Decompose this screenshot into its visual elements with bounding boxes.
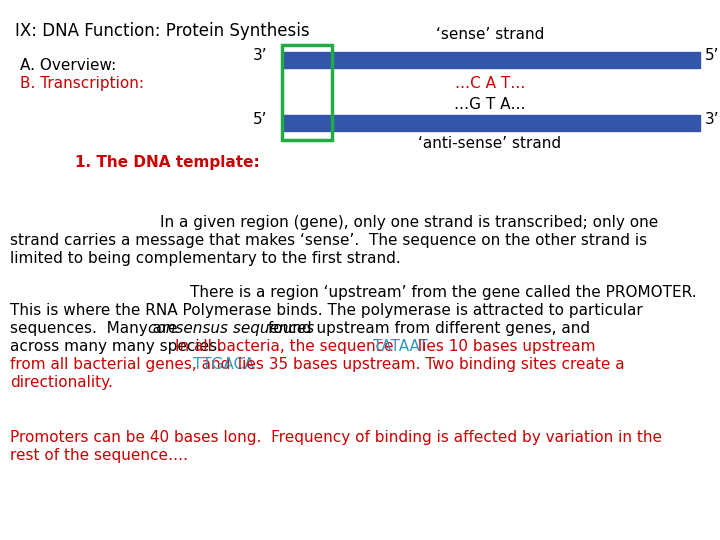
Text: consensus sequences: consensus sequences [148,321,314,336]
Text: across many many species.: across many many species. [10,339,232,354]
Text: ‘sense’ strand: ‘sense’ strand [436,27,544,42]
Text: …C A T…: …C A T… [455,76,525,91]
Bar [282,52,700,68]
Text: lies 35 bases upstream. Two binding sites create a: lies 35 bases upstream. Two binding site… [233,357,625,372]
Text: In a given region (gene), only one strand is transcribed; only one: In a given region (gene), only one stran… [160,215,658,230]
Text: 5’: 5’ [253,112,267,127]
Text: TTGACA: TTGACA [193,357,254,372]
Text: In all bacteria, the sequence: In all bacteria, the sequence [175,339,398,354]
Text: …G T A…: …G T A… [454,97,526,111]
Text: 3’: 3’ [253,48,267,63]
Text: Promoters can be 40 bases long.  Frequency of binding is affected by variation i: Promoters can be 40 bases long. Frequenc… [10,430,662,445]
Text: from all bacterial genes, and: from all bacterial genes, and [10,357,235,372]
Text: sequences.  Many are: sequences. Many are [10,321,182,336]
Text: rest of the sequence….: rest of the sequence…. [10,448,188,463]
Text: A. Overview:: A. Overview: [20,58,116,73]
Text: directionality.: directionality. [10,375,113,390]
Text: This is where the RNA Polymerase binds. The polymerase is attracted to particula: This is where the RNA Polymerase binds. … [10,303,643,318]
Text: 5’: 5’ [705,48,719,63]
Text: TATAAT: TATAAT [373,339,428,354]
Text: 3’: 3’ [705,112,719,127]
Bar [282,45,332,140]
Text: ‘anti-sense’ strand: ‘anti-sense’ strand [418,136,562,151]
Text: strand carries a message that makes ‘sense’.  The sequence on the other strand i: strand carries a message that makes ‘sen… [10,233,647,248]
Text: IX: DNA Function: Protein Synthesis: IX: DNA Function: Protein Synthesis [15,22,310,40]
Text: found upstream from different genes, and: found upstream from different genes, and [263,321,590,336]
Text: There is a region ‘upstream’ from the gene called the PROMOTER.: There is a region ‘upstream’ from the ge… [190,285,697,300]
Text: 1. The DNA template:: 1. The DNA template: [75,155,260,170]
Bar [282,115,700,131]
Text: B. Transcription:: B. Transcription: [20,76,144,91]
Text: limited to being complementary to the first strand.: limited to being complementary to the fi… [10,251,401,266]
Text: lies 10 bases upstream: lies 10 bases upstream [413,339,595,354]
